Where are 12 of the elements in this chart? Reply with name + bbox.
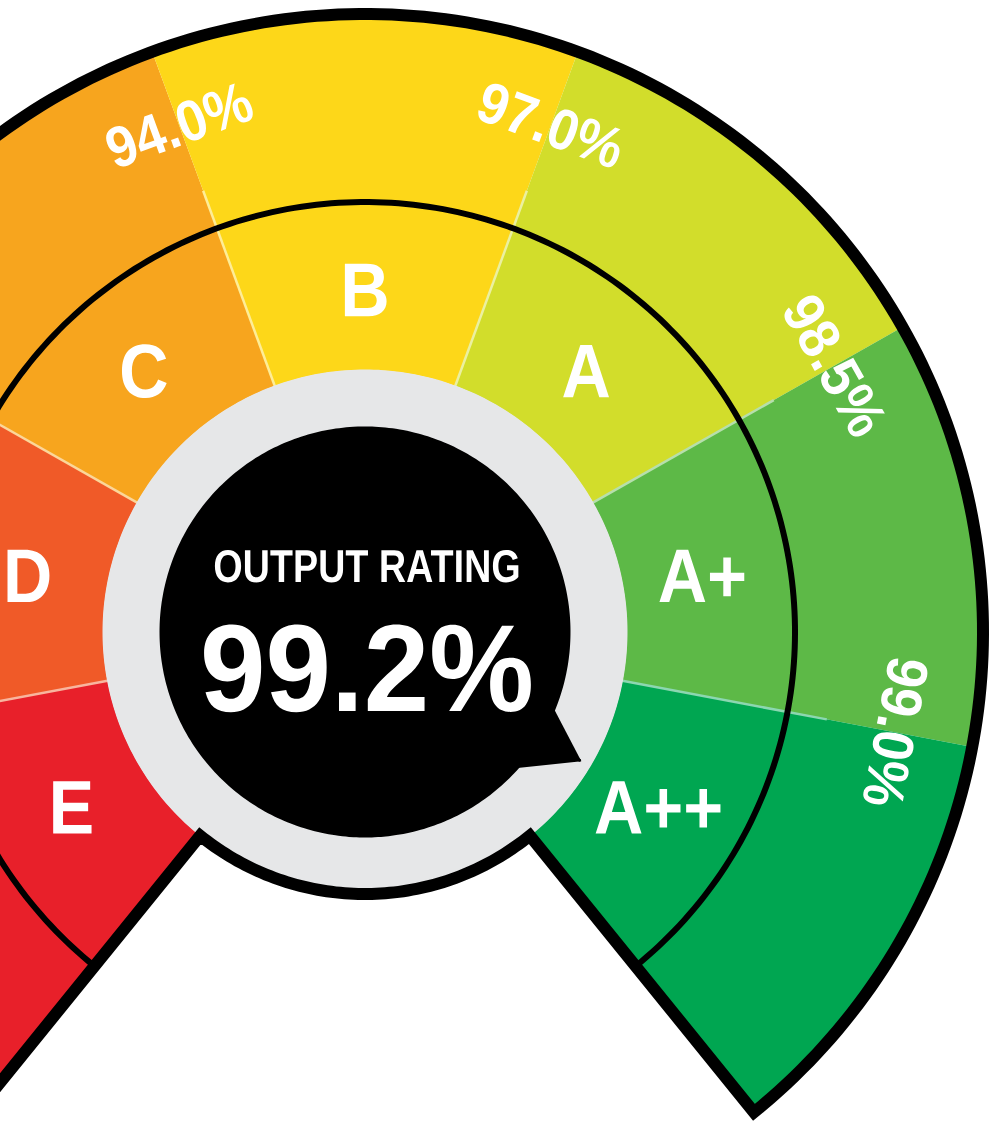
text: 99.0% — [863, 658, 928, 805]
slice-label: C — [121, 344, 167, 399]
slice-label: A+ — [659, 549, 745, 603]
text: OUTPUT RATING — [214, 549, 519, 583]
slice-label: B — [344, 263, 387, 317]
slice-label: A++ — [595, 781, 721, 834]
text: 99.2% — [204, 624, 531, 713]
slice-label: D — [7, 549, 50, 603]
slice-label: E — [53, 781, 92, 834]
text: 94.0% — [106, 83, 253, 167]
text: 97.0% — [478, 83, 621, 168]
slice-label: A — [563, 344, 610, 398]
